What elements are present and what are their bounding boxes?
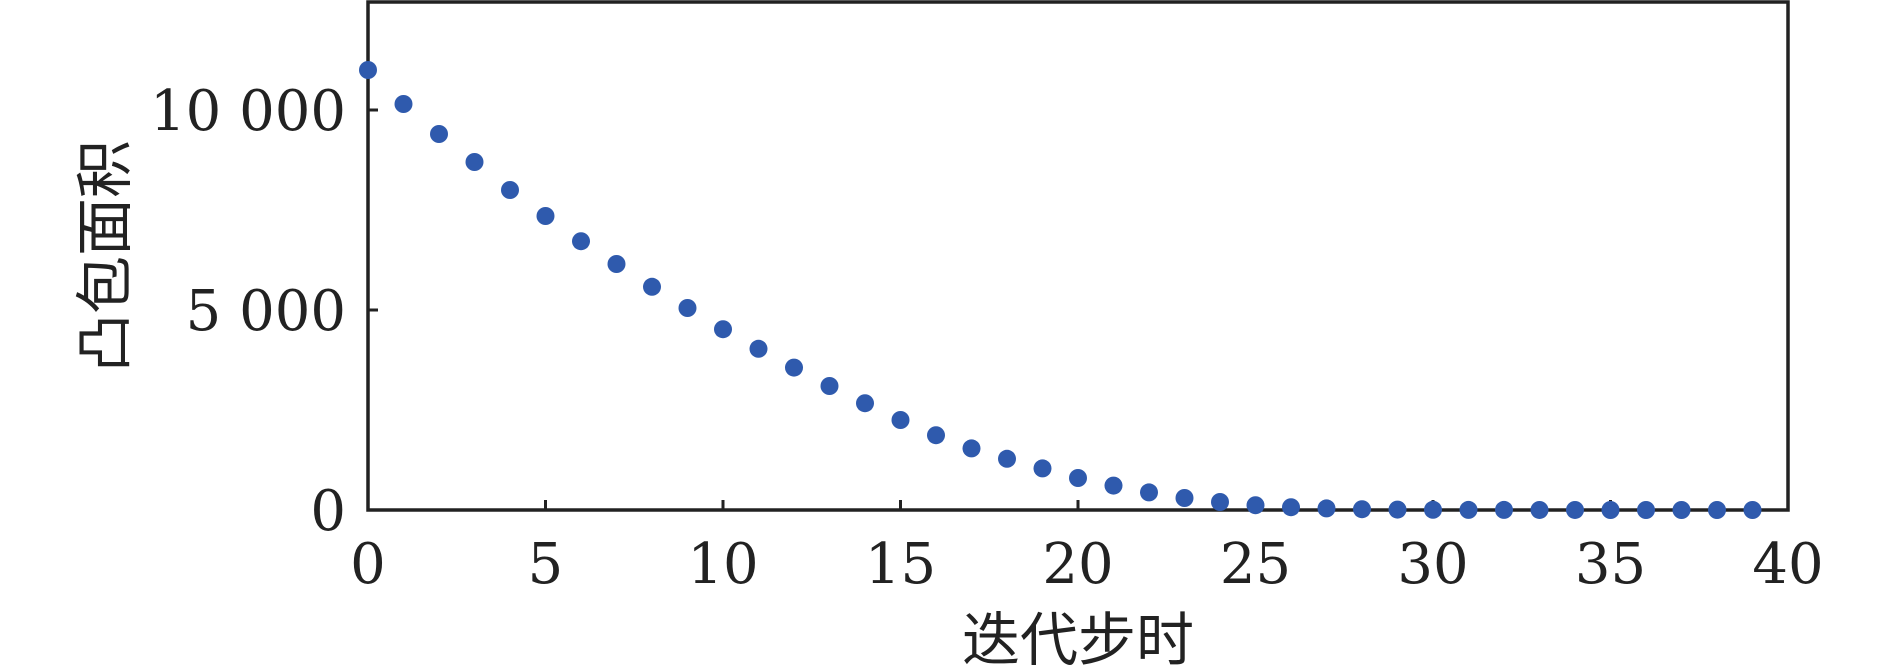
y-tick-label: 5 000 <box>186 279 346 344</box>
data-point <box>430 125 448 143</box>
data-point <box>1495 500 1513 519</box>
data-point <box>1175 489 1194 507</box>
data-point <box>465 153 484 171</box>
data-point <box>1388 500 1407 519</box>
x-tick-label: 30 <box>1397 532 1468 597</box>
x-tick-label: 0 <box>350 532 386 597</box>
data-point <box>1459 500 1478 519</box>
x-tick-label: 40 <box>1752 532 1823 597</box>
data-point <box>394 95 413 113</box>
data-point <box>1104 476 1123 495</box>
data-point <box>1246 496 1265 515</box>
data-point <box>678 299 697 317</box>
data-point <box>1353 500 1371 519</box>
data-point <box>1637 501 1655 519</box>
y-axis-title: 凸包面积 <box>71 140 139 372</box>
y-tick-label: 0 <box>310 479 346 544</box>
data-point <box>1282 498 1300 517</box>
data-point <box>962 439 981 458</box>
data-point <box>891 411 910 429</box>
data-point <box>856 394 874 413</box>
x-tick-label: 15 <box>865 532 936 597</box>
data-point <box>714 320 732 339</box>
data-point <box>1601 501 1620 519</box>
data-point <box>1566 500 1584 519</box>
data-point <box>749 339 768 358</box>
data-point <box>607 255 626 273</box>
data-point <box>1530 500 1549 519</box>
x-tick-label: 10 <box>687 532 758 597</box>
data-point <box>572 232 590 251</box>
plot-area-frame <box>366 0 1790 512</box>
x-axis-ticks: 0 5 10 15 20 25 30 35 40 <box>350 500 1824 597</box>
data-point <box>1140 483 1158 502</box>
x-tick-label: 20 <box>1042 532 1113 597</box>
data-point <box>785 358 803 377</box>
x-tick-label: 25 <box>1220 532 1291 597</box>
data-point <box>998 449 1016 468</box>
y-tick-label: 10 000 <box>150 79 346 144</box>
x-tick-label: 35 <box>1575 532 1646 597</box>
x-axis-title: 迭代步时 <box>962 606 1194 671</box>
data-point <box>1069 469 1087 487</box>
data-point <box>1708 501 1726 519</box>
data-point <box>1033 459 1052 478</box>
data-point <box>820 377 839 395</box>
data-point <box>536 207 555 225</box>
data-point <box>1743 501 1762 519</box>
x-tick-label: 5 <box>528 532 564 597</box>
data-points <box>359 61 1762 519</box>
data-point <box>1317 499 1336 518</box>
data-point <box>359 61 377 79</box>
data-point <box>501 181 519 199</box>
data-point <box>927 426 945 445</box>
data-point <box>1211 493 1229 511</box>
data-point <box>1672 501 1691 519</box>
y-axis-ticks: 0 5 000 10 000 <box>150 79 378 544</box>
data-point <box>1424 500 1442 519</box>
data-point <box>643 277 661 296</box>
